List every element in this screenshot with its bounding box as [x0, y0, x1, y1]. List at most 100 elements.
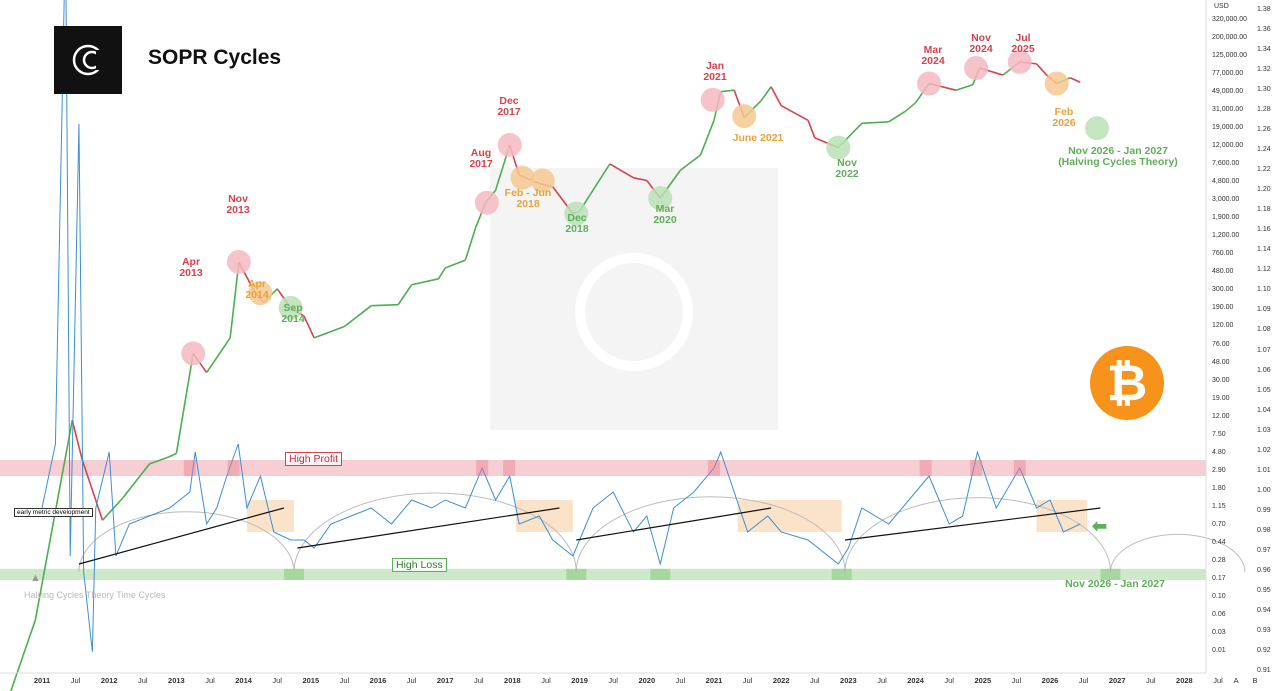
sopr-axis-tick: 1.26 — [1257, 126, 1271, 134]
x-axis-tick: Jul — [406, 676, 417, 685]
price-axis-tick: 1.15 — [1212, 502, 1226, 510]
cycle-marker — [964, 56, 989, 81]
x-axis-tick: Jul — [1078, 676, 1089, 685]
loss-highlight — [566, 568, 587, 580]
sopr-axis-tick: 0.95 — [1257, 586, 1271, 594]
sopr-axis-tick: 1.14 — [1257, 246, 1271, 254]
cycle-marker — [497, 132, 522, 157]
chart-title: SOPR Cycles — [148, 46, 282, 69]
annotation-dec-2017: Dec 2017 — [497, 95, 521, 118]
cycle-marker — [917, 71, 942, 96]
sopr-axis-tick: 1.18 — [1257, 206, 1271, 214]
profit-highlight — [503, 460, 516, 476]
sopr-axis-tick: 1.24 — [1257, 146, 1271, 154]
price-axis-tick: 0.17 — [1212, 574, 1226, 582]
price-axis-tick: 12.00 — [1212, 412, 1230, 420]
x-axis-tick: 2025 — [974, 676, 992, 685]
x-axis-tick: 2018 — [504, 676, 521, 685]
loss-highlight — [650, 568, 671, 580]
annotation-june-2021: June 2021 — [732, 132, 784, 144]
x-axis-tick: Jul — [1146, 676, 1156, 685]
profit-highlight — [919, 460, 932, 476]
price-axis-tick: 760.00 — [1212, 250, 1234, 258]
price-segment — [905, 102, 917, 112]
sopr-axis-tick: 0.99 — [1257, 506, 1271, 514]
sopr-axis-tick: 0.96 — [1257, 566, 1271, 574]
price-axis-tick: 125,000.00 — [1212, 52, 1248, 60]
x-axis-tick: Jul — [742, 676, 753, 685]
trendline — [844, 507, 1101, 541]
sopr-axis-tick: 1.12 — [1257, 266, 1271, 274]
price-segment — [861, 120, 889, 125]
loss-highlight — [831, 568, 852, 580]
high-loss-label: High Loss — [392, 558, 447, 572]
sopr-axis-tick: 1.30 — [1257, 86, 1271, 94]
price-segment — [679, 154, 702, 171]
price-axis-tick: 480.00 — [1212, 268, 1234, 276]
cycle-marker — [732, 104, 757, 129]
price-segment — [720, 89, 735, 93]
sopr-axis-tick: 1.02 — [1257, 446, 1271, 454]
bitcoin-icon: ₿ — [1090, 346, 1164, 420]
sopr-axis-tick: 1.08 — [1257, 326, 1271, 334]
x-axis-tick: Jul — [541, 676, 551, 685]
x-axis-tick: 2019 — [571, 676, 588, 685]
price-axis-tick: 19.00 — [1212, 394, 1230, 402]
cycle-marker — [1044, 71, 1069, 96]
x-axis-tick: Jul — [272, 676, 282, 685]
cycle-marker — [1085, 116, 1110, 141]
sopr-axis-tick: 1.06 — [1257, 366, 1271, 374]
cycle-marker — [248, 281, 273, 306]
profit-highlight — [708, 460, 720, 476]
x-axis-tick: A — [1233, 676, 1239, 685]
annotation-sep-2014: Sep 2014 — [281, 302, 305, 325]
annotation-jan-2021: Jan 2021 — [703, 60, 727, 83]
left-arrow-icon: ⬅ — [1092, 516, 1108, 536]
sopr-axis-tick: 1.16 — [1257, 226, 1271, 234]
x-axis-tick: 2026 — [1041, 676, 1059, 685]
x-axis-tick: Jul — [205, 676, 215, 685]
price-segment — [609, 163, 634, 179]
price-axis-tick: 300.00 — [1212, 286, 1234, 294]
consolidation-box — [1036, 500, 1087, 532]
sopr-axis-tick: 1.22 — [1257, 166, 1271, 174]
x-axis-tick: Jul — [608, 676, 618, 685]
cycle-marker — [181, 341, 206, 366]
x-axis-tick: 2011 — [33, 676, 51, 685]
price-segment — [578, 163, 611, 212]
sopr-line — [41, 0, 1081, 653]
x-axis-tick: Jul — [944, 676, 954, 685]
watermark-logo — [575, 253, 693, 371]
price-axis-tick: 12,000.00 — [1212, 142, 1244, 150]
annotation-nov-2026-jan-2027: Nov 2026 - Jan 2027 — [1065, 578, 1165, 590]
price-segment — [10, 620, 37, 691]
x-axis-tick: 2028 — [1176, 676, 1193, 685]
price-axis-tick: 76.00 — [1212, 340, 1230, 348]
annotation-nov-2026-jan-2027-theory: Nov 2026 - Jan 2027 (Halving Cycles Theo… — [1058, 145, 1178, 168]
x-axis-tick: 2017 — [436, 676, 454, 685]
cycle-arc — [293, 492, 577, 573]
sopr-axis-tick: 0.91 — [1257, 667, 1271, 674]
price-segment — [169, 452, 177, 458]
sopr-axis-tick: 0.94 — [1257, 606, 1271, 614]
trendline — [78, 507, 285, 565]
price-segment — [371, 303, 399, 307]
sopr-axis-tick: 1.09 — [1257, 306, 1271, 314]
brand-logo — [54, 26, 122, 94]
price-segment — [71, 420, 84, 461]
x-axis-tick: 2020 — [638, 676, 656, 685]
sopr-axis-tick: 1.03 — [1257, 426, 1271, 434]
x-axis-tick: 2015 — [302, 676, 320, 685]
cycle-marker — [564, 201, 589, 226]
brand-logo-icon — [72, 44, 106, 76]
price-segment — [633, 176, 647, 182]
price-segment — [464, 227, 477, 261]
annotation-apr-2014: Apr 2014 — [245, 278, 269, 301]
sopr-axis-tick: 0.98 — [1257, 526, 1271, 534]
price-axis-tick: 0.10 — [1212, 592, 1226, 600]
cycle-marker — [826, 135, 851, 160]
x-axis-tick: 2012 — [100, 676, 118, 685]
profit-highlight — [183, 460, 196, 476]
annotation-aug-2017: Aug 2017 — [469, 147, 493, 170]
